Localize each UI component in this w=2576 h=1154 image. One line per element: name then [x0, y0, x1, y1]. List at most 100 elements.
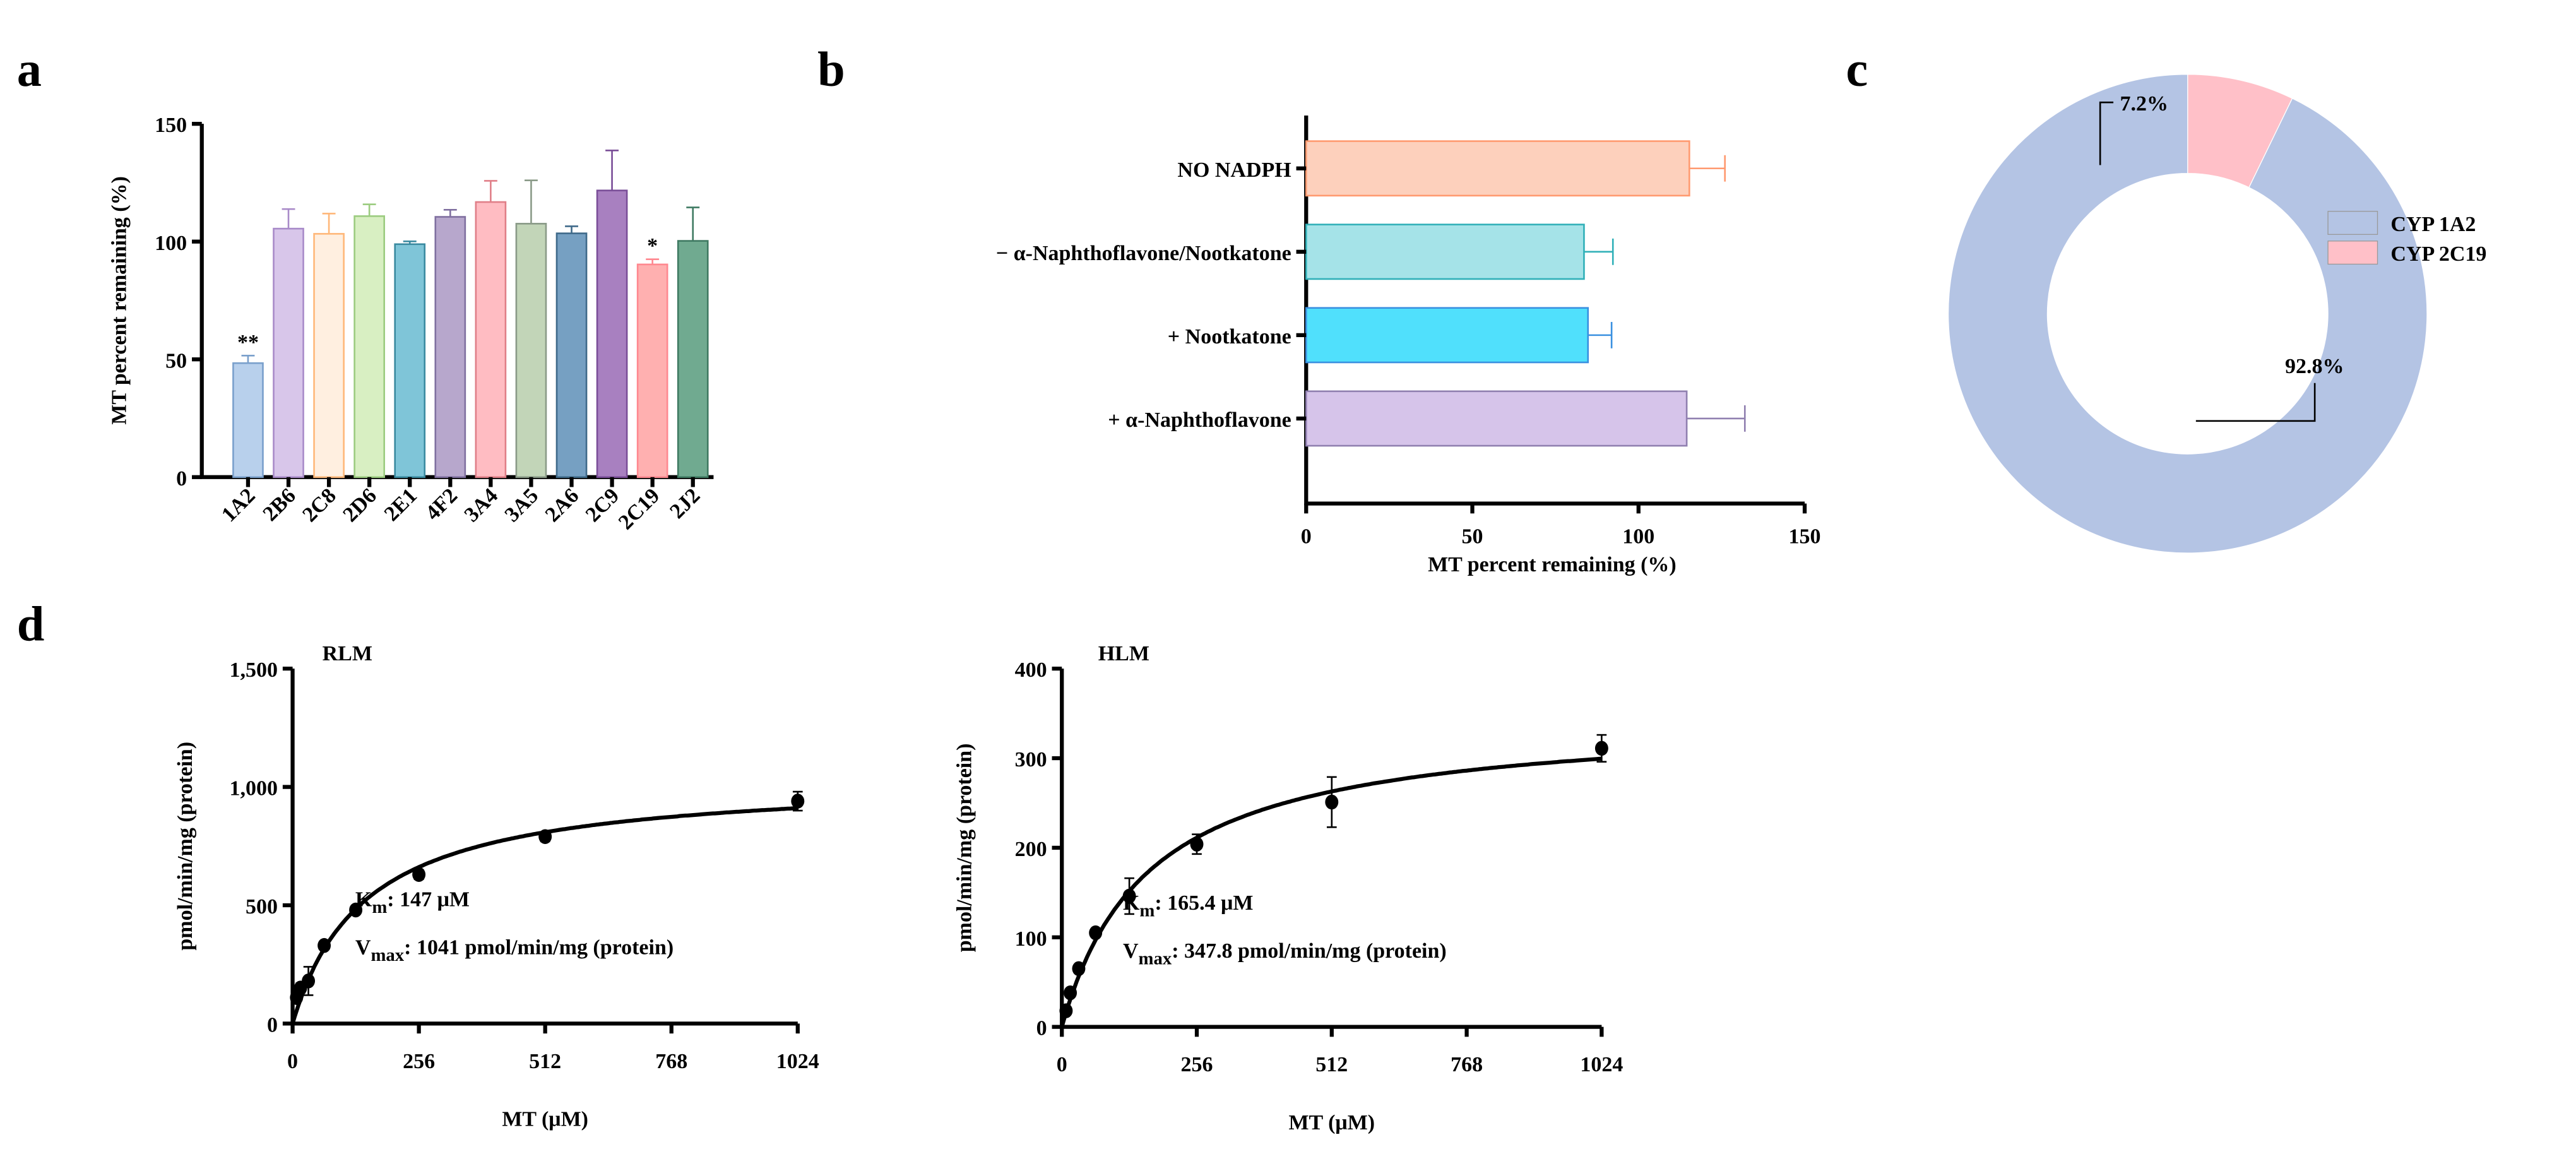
- chart-d-rlm: 0 500 1,000 1,500 0 256 512 768 1024 MT (μM) pmol/…: [174, 642, 819, 1131]
- chart-a: 0 50 100 150 MT percent remaining (%) 1A2 ** 2B…: [107, 114, 714, 535]
- panel-label-a: a: [17, 42, 42, 97]
- vmax-value: : 347.8 pmol/min/mg (protein): [1172, 939, 1447, 963]
- leader-line: [2099, 101, 2114, 165]
- vmax-annotation: Vmax: 347.8 pmol/min/mg (protein): [1123, 939, 1447, 968]
- x-tick-label: 1024: [1580, 1053, 1623, 1076]
- x-tick-label: 0: [1057, 1053, 1067, 1076]
- x-tick-label: 2J2: [665, 484, 704, 523]
- x-tick-label: 512: [1315, 1053, 1348, 1076]
- y-axis-label: MT percent remaining (%): [107, 176, 131, 425]
- x-tick-label: 768: [1451, 1053, 1483, 1076]
- legend-label: CYP 2C19: [2390, 242, 2486, 266]
- panel-label-c: c: [1846, 42, 1868, 97]
- data-point: [538, 829, 552, 845]
- km-value: : 165.4 μM: [1154, 891, 1253, 915]
- bar-2D6: [353, 215, 386, 479]
- x-tick-label: 0: [287, 1050, 298, 1073]
- bar-2C19: [636, 263, 668, 479]
- bar-1A2: [232, 362, 264, 479]
- data-point: [1325, 794, 1339, 810]
- slice-label: 7.2%: [2120, 92, 2168, 116]
- legend-swatch: [2327, 211, 2378, 235]
- x-tick-label: 512: [529, 1050, 561, 1073]
- bar-3A4: [475, 201, 507, 479]
- y-tick-label: − α-Naphthoflavone/Nootkatone: [996, 242, 1291, 265]
- bar: [1305, 307, 1589, 364]
- y-axis-label: pmol/min/mg (protein): [174, 742, 197, 951]
- legend-label: CYP 1A2: [2390, 213, 2476, 236]
- y-tick-label: 0: [1036, 1017, 1047, 1040]
- km-symbol: K: [1123, 891, 1140, 915]
- leader-line: [2195, 383, 2316, 422]
- vmax-subscript: max: [1139, 948, 1172, 968]
- y-tick-label: 1,000: [230, 777, 278, 800]
- x-tick-label: 3A5: [501, 484, 543, 527]
- bar: [1305, 223, 1585, 280]
- y-tick-label: 400: [1015, 658, 1047, 682]
- x-tick-label: 2C8: [298, 484, 341, 527]
- y-tick-label: 300: [1015, 748, 1047, 771]
- vmax-annotation: Vmax: 1041 pmol/min/mg (protein): [355, 936, 674, 965]
- km-subscript: m: [372, 897, 387, 917]
- bar: [1305, 390, 1688, 447]
- data-point: [302, 973, 316, 989]
- slice-label: 92.8%: [2285, 355, 2344, 378]
- y-tick-label: + Nootkatone: [1168, 325, 1291, 348]
- km-annotation: Km: 147 μM: [355, 888, 470, 917]
- panel-label-d: d: [17, 597, 45, 651]
- y-axis-label: pmol/min/mg (protein): [953, 744, 976, 953]
- bar-2C8: [313, 233, 345, 479]
- y-tick-label: 500: [246, 895, 278, 919]
- x-tick-label: 768: [655, 1050, 687, 1073]
- x-tick-label: 1A2: [217, 484, 260, 527]
- vmax-value: : 1041 pmol/min/mg (protein): [404, 936, 674, 960]
- x-tick-label: 256: [1181, 1053, 1213, 1076]
- km-subscript: m: [1139, 900, 1154, 920]
- chart-d-hlm: 0 100 200 300 400 0 256 512 768 1024 MT (μM) pmol/m…: [953, 642, 1623, 1134]
- y-tick-label: NO NADPH: [1177, 158, 1291, 182]
- y-tick-label: 100: [1015, 927, 1047, 951]
- data-point: [1059, 1003, 1073, 1018]
- data-point: [1594, 741, 1608, 756]
- y-tick-label: + α-Naphthoflavone: [1108, 408, 1291, 432]
- km-symbol: K: [355, 888, 372, 912]
- data-point: [791, 794, 805, 809]
- y-tick-label: 200: [1015, 838, 1047, 861]
- chart-title: HLM: [1098, 642, 1149, 665]
- bar: [1305, 140, 1690, 197]
- x-tick-label: 0: [1301, 525, 1312, 548]
- x-tick-label: 3A4: [460, 484, 503, 527]
- x-tick-label: 256: [403, 1050, 435, 1073]
- data-point: [1064, 985, 1077, 1001]
- legend-swatch: [2327, 241, 2378, 265]
- x-axis-label: MT (μM): [1288, 1111, 1375, 1134]
- x-tick-label: 4F2: [421, 484, 462, 525]
- km-annotation: Km: 165.4 μM: [1123, 891, 1254, 920]
- y-tick-label: 0: [267, 1013, 278, 1037]
- data-point: [1072, 961, 1086, 977]
- chart-title: RLM: [323, 642, 372, 665]
- data-point: [412, 867, 426, 883]
- vmax-subscript: max: [371, 945, 404, 965]
- chart-b: 0 50 100 150 MT percent remaining (%) NO NADP…: [996, 116, 1821, 576]
- donut-slice-CYP-1A2: [1947, 74, 2428, 554]
- vmax-symbol: V: [1123, 939, 1139, 963]
- km-value: : 147 μM: [387, 888, 470, 912]
- x-tick-label: 2C19: [614, 484, 665, 535]
- bar-2C9: [596, 189, 628, 479]
- chart-c: 7.2% 92.8% CYP 1A2 CYP 2C19: [1947, 74, 2486, 554]
- vmax-symbol: V: [355, 936, 371, 960]
- x-tick-label: 2B6: [259, 484, 300, 526]
- x-axis-label: MT (μM): [502, 1108, 588, 1131]
- bar-3A5: [515, 223, 547, 479]
- x-tick-label: 1024: [776, 1050, 819, 1073]
- x-tick-label: 2A6: [541, 484, 584, 527]
- y-tick-label: 1,500: [230, 658, 278, 682]
- bar-2J2: [677, 240, 709, 479]
- panel-label-b: b: [817, 42, 845, 97]
- bar-2A6: [555, 232, 588, 479]
- bar-2B6: [273, 227, 304, 479]
- data-point: [1122, 888, 1136, 904]
- data-point: [1089, 925, 1103, 941]
